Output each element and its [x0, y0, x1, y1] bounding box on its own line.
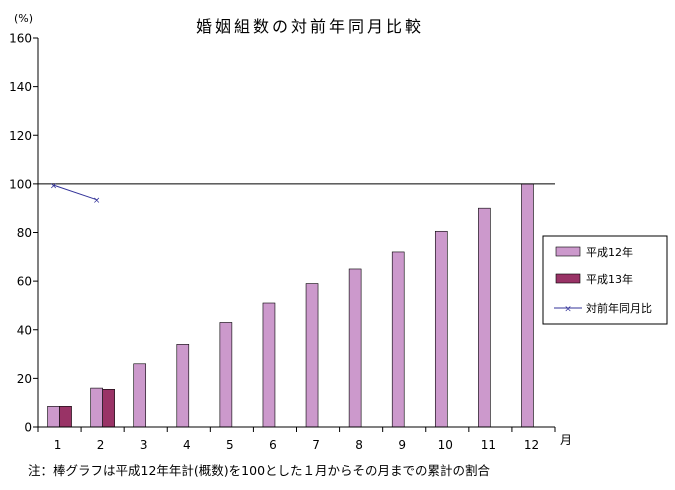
bar-group [47, 183, 534, 428]
ratio-point-x-icon: × [50, 182, 58, 192]
footnote: 注：棒グラフは平成12年年計(概数)を100とした１月からその月までの累計の割合 [28, 463, 491, 478]
ratio-point-x-icon: × [93, 196, 101, 206]
x-tick-label: 9 [398, 438, 406, 452]
legend-label-h12: 平成12年 [586, 245, 633, 259]
x-tick-label: 6 [269, 438, 277, 452]
bar-h12 [133, 363, 147, 428]
x-tick-label: 11 [481, 438, 496, 452]
legend: 平成12年 平成13年 × 対前年同月比 [542, 235, 668, 325]
y-tick-label: 40 [17, 323, 32, 337]
x-tick-label: 1 [54, 438, 62, 452]
x-axis-unit: 月 [560, 433, 572, 447]
bar-h12 [90, 387, 103, 428]
y-tick-label: 80 [17, 226, 32, 240]
ratio-line [53, 184, 97, 201]
x-axis-ticks: 1 2 3 4 5 6 7 8 9 10 11 12 [37, 427, 556, 452]
y-tick-label: 160 [9, 32, 32, 46]
legend-label-h13: 平成13年 [586, 272, 633, 286]
y-tick-label: 60 [17, 275, 32, 289]
x-tick-label: 4 [183, 438, 191, 452]
y-tick-label: 20 [17, 372, 32, 386]
bar-h12 [176, 344, 190, 428]
y-axis-unit: (%) [14, 12, 33, 25]
axes [37, 38, 555, 428]
ratio-line-group: ×× [50, 182, 101, 207]
x-tick-label: 10 [438, 438, 453, 452]
y-tick-label: 120 [9, 129, 32, 143]
legend-swatch-h12 [555, 246, 581, 257]
bar-h12 [219, 322, 233, 428]
bar-h12 [391, 251, 405, 428]
y-tick-label: 0 [24, 421, 32, 435]
y-tick-label: 140 [9, 80, 32, 94]
x-tick-label: 5 [226, 438, 234, 452]
y-tick-label: 100 [9, 177, 32, 191]
chart-title: 婚姻組数の対前年同月比較 [196, 17, 424, 36]
legend-swatch-h13 [555, 273, 581, 284]
bar-h12 [305, 283, 319, 428]
bar-h13 [59, 406, 72, 428]
bar-h12 [478, 207, 491, 428]
x-tick-label: 8 [355, 438, 363, 452]
bar-h12 [434, 230, 448, 428]
bar-h13 [102, 389, 115, 428]
bar-h12 [348, 268, 362, 428]
bar-h12 [521, 183, 534, 428]
x-tick-label: 7 [312, 438, 320, 452]
bar-h12 [262, 302, 276, 428]
x-tick-label: 3 [140, 438, 148, 452]
legend-label-ratio: 対前年同月比 [586, 301, 652, 315]
legend-marker-x-icon: × [564, 305, 572, 315]
bar-h12 [47, 406, 60, 428]
x-tick-label: 2 [97, 438, 105, 452]
y-axis-ticks: 0 20 40 60 80 100 120 140 160 [9, 32, 38, 435]
x-tick-label: 12 [524, 438, 539, 452]
